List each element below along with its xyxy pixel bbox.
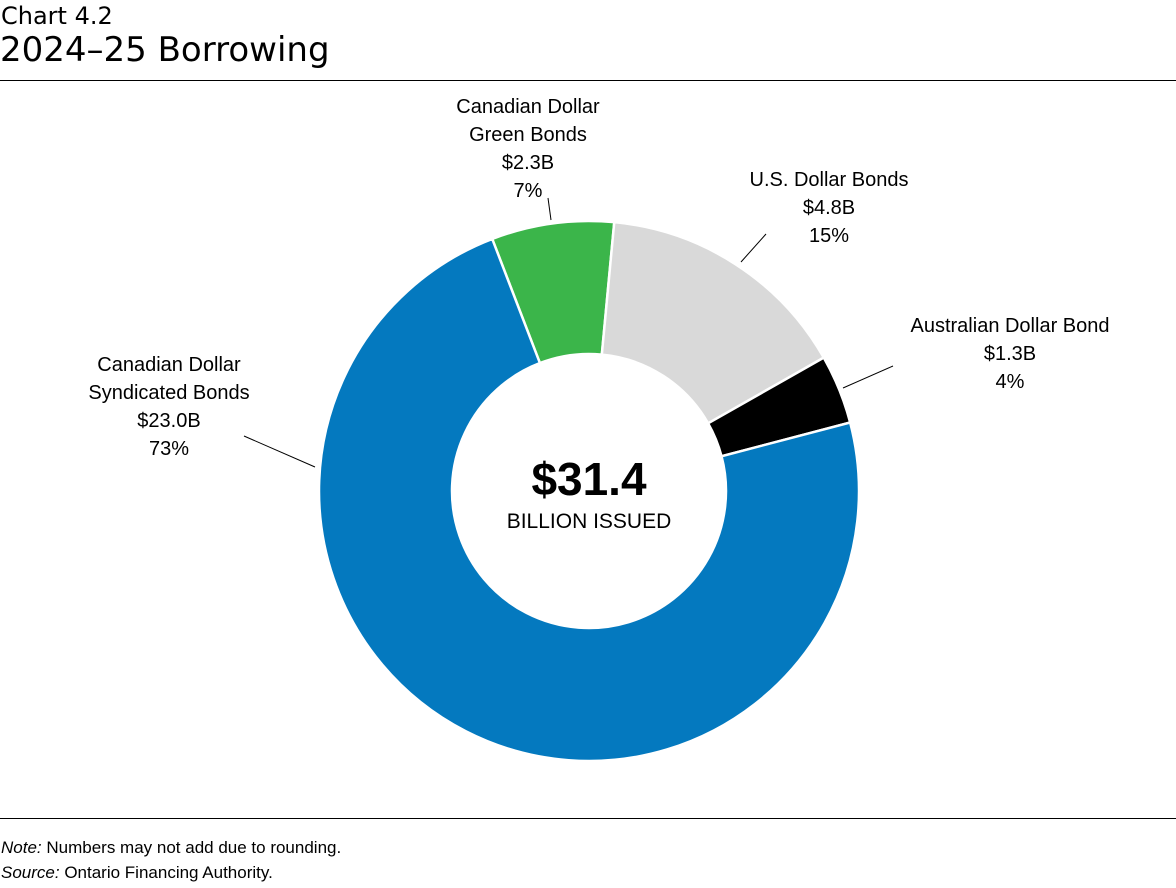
leader-line-usd <box>740 233 767 263</box>
chart-title: 2024–25 Borrowing <box>0 30 330 70</box>
title-rule <box>0 80 1176 81</box>
source-label: Source: <box>1 863 60 882</box>
center-total: $31.4 <box>531 453 647 505</box>
label-line: U.S. Dollar Bonds <box>749 169 909 191</box>
leader-line-aud <box>842 365 894 389</box>
leader-line-cad <box>243 435 316 468</box>
footer-rule <box>0 818 1176 819</box>
label-cad-syndicated: Canadian Dollar Syndicated Bonds $23.0B … <box>88 351 249 463</box>
slice-u-s-dollar-bonds <box>600 220 826 426</box>
label-percent: 73% <box>148 438 190 460</box>
slice-canadian-dollar-syndicated-bonds <box>317 237 861 763</box>
label-aud-bond: Australian Dollar Bond $1.3B 4% <box>911 312 1110 396</box>
label-us-bonds: U.S. Dollar Bonds $4.8B 15% <box>750 166 909 250</box>
label-percent: 15% <box>808 225 850 247</box>
label-percent: 4% <box>995 371 1025 393</box>
source-text: Ontario Financing Authority. <box>59 863 273 882</box>
label-line: Australian Dollar Bond <box>910 315 1110 337</box>
label-value: $4.8B <box>802 197 856 219</box>
note-label: Note: <box>1 838 42 857</box>
note-text: Numbers may not add due to rounding. <box>41 838 342 857</box>
label-value: $2.3B <box>501 152 555 174</box>
chart-number: Chart 4.2 <box>1 2 113 30</box>
label-line: Green Bonds <box>469 124 587 146</box>
center-caption: BILLION ISSUED <box>506 510 672 533</box>
label-green-bonds: Canadian Dollar Green Bonds $2.3B 7% <box>456 93 599 205</box>
label-line: Syndicated Bonds <box>88 382 250 404</box>
label-line: Canadian Dollar <box>97 354 241 376</box>
label-line: Canadian Dollar <box>456 96 600 118</box>
footer-note: Note: Numbers may not add due to roundin… <box>1 838 341 858</box>
leader-line-green <box>547 197 552 221</box>
footer-source: Source: Ontario Financing Authority. <box>1 863 273 883</box>
label-value: $1.3B <box>983 343 1037 365</box>
label-value: $23.0B <box>137 410 201 432</box>
label-percent: 7% <box>513 180 543 202</box>
